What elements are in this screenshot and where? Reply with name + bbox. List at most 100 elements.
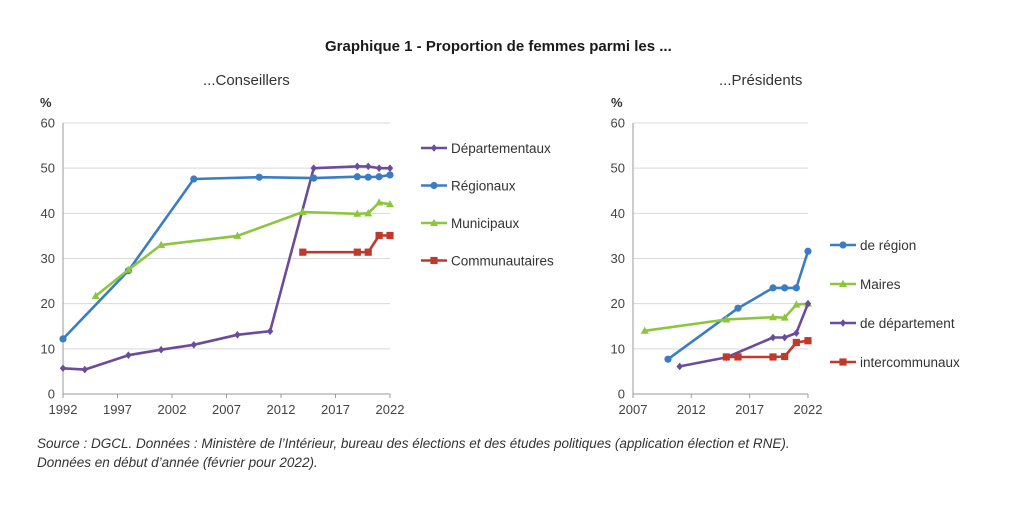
right-data-point-de-region xyxy=(804,247,812,255)
left-chart-subtitle: ...Conseillers xyxy=(203,72,290,89)
source-note: Source : DGCL. Données : Ministère de l’… xyxy=(37,434,1017,472)
right-data-point-intercommunaux xyxy=(734,353,742,361)
left-data-point-municipaux xyxy=(375,198,384,206)
right-data-point-de-departement xyxy=(781,333,788,342)
left-x-tick-label: 2007 xyxy=(212,402,241,417)
legend-label-departementaux: Départementaux xyxy=(451,141,551,156)
left-y-tick-label: 20 xyxy=(41,296,55,311)
right-y-tick-label: 10 xyxy=(611,341,625,356)
right-data-point-intercommunaux xyxy=(769,353,777,361)
right-data-point-maires xyxy=(769,313,777,321)
right-x-tick-label: 2012 xyxy=(677,402,706,417)
right-data-point-de-region xyxy=(781,284,789,292)
legend-label-municipaux: Municipaux xyxy=(451,216,520,231)
right-y-tick-label: 30 xyxy=(611,251,625,266)
right-data-point-intercommunaux xyxy=(792,338,800,347)
legend-marker-de-region xyxy=(839,241,847,249)
left-y-tick-label: 40 xyxy=(41,206,55,221)
left-data-point-communautaires xyxy=(386,231,394,240)
right-chart-subtitle: ...Présidents xyxy=(719,72,803,89)
left-x-tick-label: 2012 xyxy=(267,402,296,417)
left-data-point-municipaux xyxy=(353,209,362,217)
left-data-point-regionaux xyxy=(353,173,361,181)
left-data-point-communautaires xyxy=(299,248,307,256)
left-x-tick-label: 2022 xyxy=(376,402,405,417)
legend-marker-de-departement xyxy=(839,319,847,327)
left-data-point-municipaux xyxy=(298,207,307,215)
right-y-tick-label: 50 xyxy=(611,161,625,176)
left-series-line-departementaux xyxy=(62,165,390,371)
right-data-point-de-region xyxy=(769,284,777,292)
legend-label-maires: Maires xyxy=(860,277,901,292)
left-y-tick-label: 50 xyxy=(41,161,55,176)
left-data-point-communautaires xyxy=(353,248,361,256)
right-data-point-de-departement xyxy=(804,299,812,308)
legend-label-communautaires: Communautaires xyxy=(451,254,554,269)
chart-title: Graphique 1 - Proportion de femmes parmi… xyxy=(325,38,672,55)
legend-marker-maires xyxy=(839,279,847,287)
legend-label-de-departement: de département xyxy=(860,316,955,331)
left-data-point-regionaux xyxy=(310,174,318,182)
left-data-point-departementaux xyxy=(365,162,372,171)
right-data-point-intercommunaux xyxy=(722,353,730,361)
legend-label-regionaux: Régionaux xyxy=(451,179,516,194)
left-y-tick-label: 10 xyxy=(41,341,55,356)
right-y-tick-label: 40 xyxy=(611,206,625,221)
right-data-point-maires xyxy=(722,315,731,323)
left-data-point-departementaux xyxy=(81,365,88,374)
left-data-point-municipaux xyxy=(386,200,394,208)
right-data-point-maires xyxy=(780,313,789,321)
right-data-point-de-departement xyxy=(793,329,800,337)
left-data-point-departementaux xyxy=(190,340,197,349)
legend-label-de-region: de région xyxy=(860,238,916,253)
legend-marker-departementaux xyxy=(430,144,438,152)
left-data-point-departementaux xyxy=(157,345,165,354)
right-x-tick-label: 2017 xyxy=(735,402,764,417)
left-data-point-departementaux xyxy=(59,364,67,373)
left-y-tick-label: 60 xyxy=(41,116,55,131)
left-data-point-departementaux xyxy=(310,164,317,172)
left-data-point-departementaux xyxy=(375,164,383,172)
left-x-tick-label: 2017 xyxy=(321,402,350,417)
right-y-unit: % xyxy=(611,95,623,110)
right-data-point-intercommunaux xyxy=(804,337,812,345)
source-line-2: Données en début d’année (février pour 2… xyxy=(37,455,318,470)
left-y-tick-label: 0 xyxy=(48,387,55,402)
right-data-point-de-region xyxy=(664,355,672,363)
left-data-point-regionaux xyxy=(386,171,394,179)
legend-marker-communautaires xyxy=(430,256,438,265)
right-y-tick-label: 20 xyxy=(611,296,625,311)
left-data-point-departementaux xyxy=(234,331,241,339)
legend-marker-intercommunaux xyxy=(839,358,847,366)
right-y-tick-label: 0 xyxy=(618,387,625,402)
legend-marker-regionaux xyxy=(430,181,438,190)
left-data-point-municipaux xyxy=(124,265,133,273)
right-data-point-de-departement xyxy=(769,333,777,342)
left-x-tick-label: 2002 xyxy=(158,402,187,417)
legend-label-intercommunaux: intercommunaux xyxy=(860,355,960,370)
source-line-1: Source : DGCL. Données : Ministère de l’… xyxy=(37,436,790,451)
left-data-point-departementaux xyxy=(386,164,394,172)
left-series-line-municipaux xyxy=(94,201,391,298)
right-x-tick-label: 2007 xyxy=(619,402,648,417)
left-data-point-regionaux xyxy=(364,173,372,181)
left-data-point-regionaux xyxy=(190,175,198,183)
left-data-point-regionaux xyxy=(375,173,383,181)
legend-marker-municipaux xyxy=(430,218,438,226)
left-data-point-departementaux xyxy=(266,327,274,336)
left-series-line-regionaux xyxy=(62,173,391,340)
left-data-point-communautaires xyxy=(375,231,383,240)
right-series-line-de-departement xyxy=(679,303,810,368)
left-data-point-municipaux xyxy=(157,240,166,248)
right-x-tick-label: 2022 xyxy=(794,402,823,417)
right-y-tick-label: 60 xyxy=(611,116,625,131)
right-data-point-de-region xyxy=(734,304,742,312)
left-x-tick-label: 1997 xyxy=(103,402,132,417)
left-x-tick-label: 1992 xyxy=(49,402,78,417)
right-data-point-de-departement xyxy=(676,362,683,371)
right-data-point-maires xyxy=(792,300,801,308)
right-data-point-de-region xyxy=(792,284,800,292)
left-data-point-regionaux xyxy=(255,173,263,181)
left-data-point-municipaux xyxy=(91,291,100,299)
left-data-point-municipaux xyxy=(364,209,373,217)
